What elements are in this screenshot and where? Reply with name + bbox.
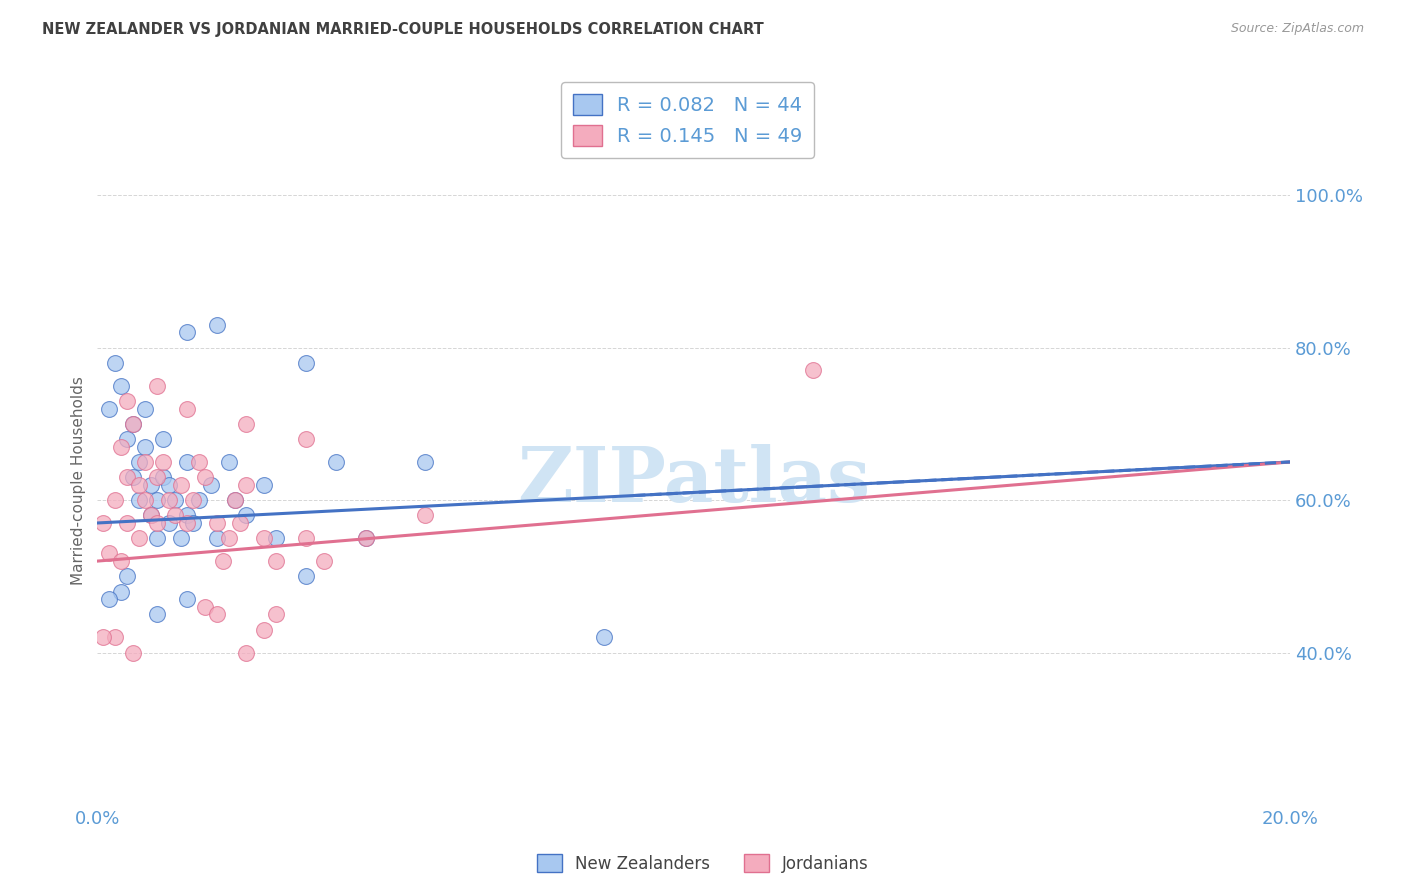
Point — [264, 531, 287, 545]
Point — [176, 516, 198, 530]
Point — [115, 569, 138, 583]
Point — [139, 508, 162, 523]
Point — [194, 470, 217, 484]
Point — [128, 531, 150, 545]
Point — [415, 508, 437, 523]
Point — [157, 516, 180, 530]
Point — [134, 440, 156, 454]
Legend: New Zealanders, Jordanians: New Zealanders, Jordanians — [530, 847, 876, 880]
Point — [801, 363, 824, 377]
Point — [312, 554, 335, 568]
Point — [235, 478, 257, 492]
Point — [163, 493, 186, 508]
Text: Source: ZipAtlas.com: Source: ZipAtlas.com — [1230, 22, 1364, 36]
Point — [176, 508, 198, 523]
Point — [146, 493, 169, 508]
Point — [139, 508, 162, 523]
Point — [235, 508, 257, 523]
Point — [211, 554, 233, 568]
Point — [115, 516, 138, 530]
Point — [295, 569, 318, 583]
Point — [98, 592, 121, 607]
Point — [110, 584, 132, 599]
Point — [354, 531, 377, 545]
Point — [110, 554, 132, 568]
Point — [218, 531, 240, 545]
Point — [325, 455, 347, 469]
Point — [235, 417, 257, 431]
Point — [205, 318, 228, 332]
Point — [181, 516, 204, 530]
Point — [187, 493, 209, 508]
Point — [98, 546, 121, 560]
Point — [146, 378, 169, 392]
Point — [146, 470, 169, 484]
Point — [295, 356, 318, 370]
Point — [170, 531, 193, 545]
Point — [98, 401, 121, 416]
Point — [264, 607, 287, 622]
Point — [104, 356, 127, 370]
Point — [134, 493, 156, 508]
Point — [91, 516, 114, 530]
Point — [128, 478, 150, 492]
Point — [264, 554, 287, 568]
Point — [235, 646, 257, 660]
Point — [176, 455, 198, 469]
Point — [253, 478, 276, 492]
Point — [115, 432, 138, 446]
Point — [157, 478, 180, 492]
Legend: R = 0.082   N = 44, R = 0.145   N = 49: R = 0.082 N = 44, R = 0.145 N = 49 — [561, 82, 814, 158]
Point — [128, 493, 150, 508]
Point — [110, 440, 132, 454]
Point — [176, 592, 198, 607]
Point — [115, 470, 138, 484]
Point — [181, 493, 204, 508]
Point — [295, 432, 318, 446]
Point — [122, 417, 145, 431]
Point — [146, 607, 169, 622]
Point — [152, 470, 174, 484]
Point — [194, 599, 217, 614]
Point — [205, 531, 228, 545]
Point — [122, 470, 145, 484]
Point — [224, 493, 246, 508]
Point — [152, 455, 174, 469]
Text: NEW ZEALANDER VS JORDANIAN MARRIED-COUPLE HOUSEHOLDS CORRELATION CHART: NEW ZEALANDER VS JORDANIAN MARRIED-COUPL… — [42, 22, 763, 37]
Point — [229, 516, 252, 530]
Point — [200, 478, 222, 492]
Point — [122, 417, 145, 431]
Point — [415, 455, 437, 469]
Point — [354, 531, 377, 545]
Point — [104, 631, 127, 645]
Point — [104, 493, 127, 508]
Point — [253, 531, 276, 545]
Point — [176, 401, 198, 416]
Point — [593, 631, 616, 645]
Point — [163, 508, 186, 523]
Point — [176, 326, 198, 340]
Point — [205, 516, 228, 530]
Point — [170, 478, 193, 492]
Point — [152, 432, 174, 446]
Point — [295, 531, 318, 545]
Point — [134, 455, 156, 469]
Point — [146, 516, 169, 530]
Point — [122, 646, 145, 660]
Point — [128, 455, 150, 469]
Point — [205, 607, 228, 622]
Point — [187, 455, 209, 469]
Point — [253, 623, 276, 637]
Point — [115, 394, 138, 409]
Point — [218, 455, 240, 469]
Point — [224, 493, 246, 508]
Y-axis label: Married-couple Households: Married-couple Households — [72, 376, 86, 585]
Point — [146, 531, 169, 545]
Point — [110, 378, 132, 392]
Point — [91, 631, 114, 645]
Point — [157, 493, 180, 508]
Text: ZIPatlas: ZIPatlas — [517, 444, 870, 518]
Point — [139, 478, 162, 492]
Point — [134, 401, 156, 416]
